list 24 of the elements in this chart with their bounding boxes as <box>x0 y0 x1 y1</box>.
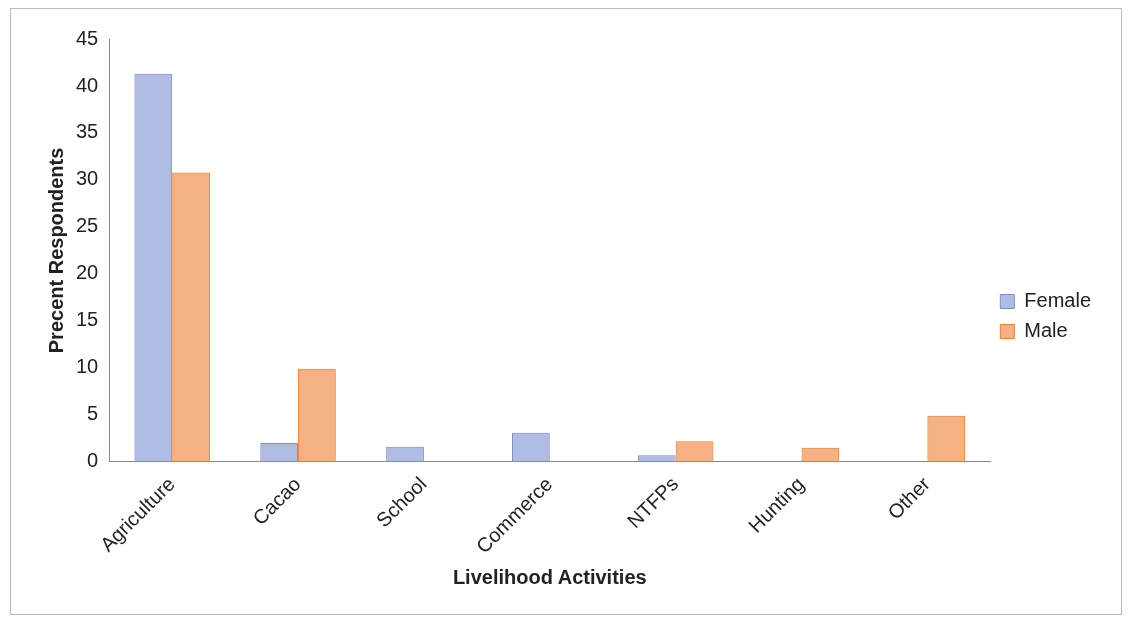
bar <box>298 368 336 462</box>
legend-label: Male <box>1024 319 1068 342</box>
y-axis-title: Precent Respondents <box>44 147 67 354</box>
y-tick-label: 5 <box>87 402 99 425</box>
bar <box>676 442 713 462</box>
y-tick-label: 25 <box>76 214 99 237</box>
y-tick-label: 30 <box>76 167 99 190</box>
legend-label: Female <box>1024 289 1092 312</box>
bar <box>386 446 424 462</box>
bar <box>801 447 840 462</box>
y-tick-label: 15 <box>76 308 99 331</box>
bar <box>173 173 209 462</box>
y-tick-label: 40 <box>76 73 99 96</box>
y-tick-label: 10 <box>76 355 99 378</box>
bar <box>637 455 676 462</box>
y-tick-label: 45 <box>76 26 99 49</box>
bar <box>927 415 966 462</box>
bar <box>134 73 173 462</box>
y-tick-label: 0 <box>87 449 99 472</box>
y-tick-label: 35 <box>76 120 99 143</box>
bar <box>512 432 550 462</box>
y-tick-label: 20 <box>76 261 99 284</box>
bar <box>260 443 299 462</box>
x-axis-title: Livelihood Activities <box>452 565 647 588</box>
